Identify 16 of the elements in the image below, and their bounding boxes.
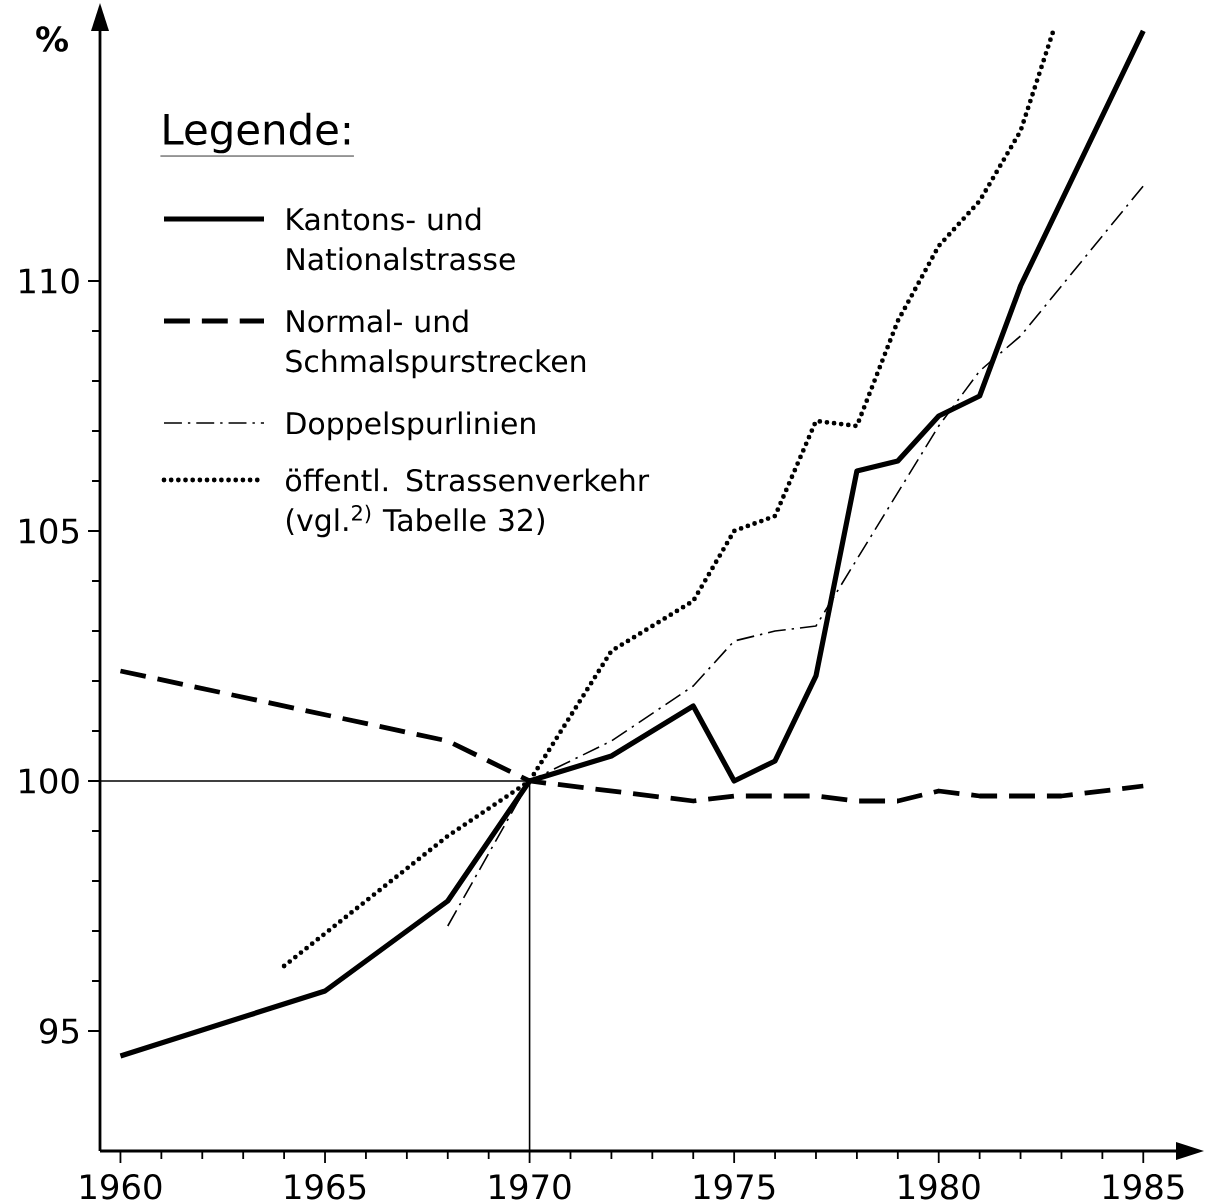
x-tick-label: 1980 bbox=[899, 1173, 980, 1200]
x-tick-label: 1975 bbox=[694, 1173, 775, 1200]
x-tick-label: 1985 bbox=[1103, 1173, 1184, 1200]
x-tick-label: 1965 bbox=[285, 1173, 366, 1200]
x-tick-label: 1970 bbox=[490, 1173, 571, 1200]
legend-title: Legende: bbox=[164, 112, 350, 154]
legend-label: Doppelspurlinien bbox=[287, 411, 535, 441]
y-tick-label: 95 bbox=[40, 1018, 79, 1044]
y-tick-label: 105 bbox=[20, 518, 79, 544]
legend-label: Kantons- und Nationalstrasse bbox=[287, 207, 515, 271]
y-axis-title: % bbox=[36, 26, 68, 52]
y-tick-label: 100 bbox=[20, 768, 79, 794]
y-tick-label: 110 bbox=[20, 268, 79, 294]
legend-label: Normal- und Schmalspurstrecken bbox=[286, 309, 586, 379]
x-tick-label: 1960 bbox=[81, 1173, 162, 1200]
legend-label: öffentl. Strassenverkehr (vgl.$^{2)}$ Tabelle 32) bbox=[286, 468, 650, 538]
